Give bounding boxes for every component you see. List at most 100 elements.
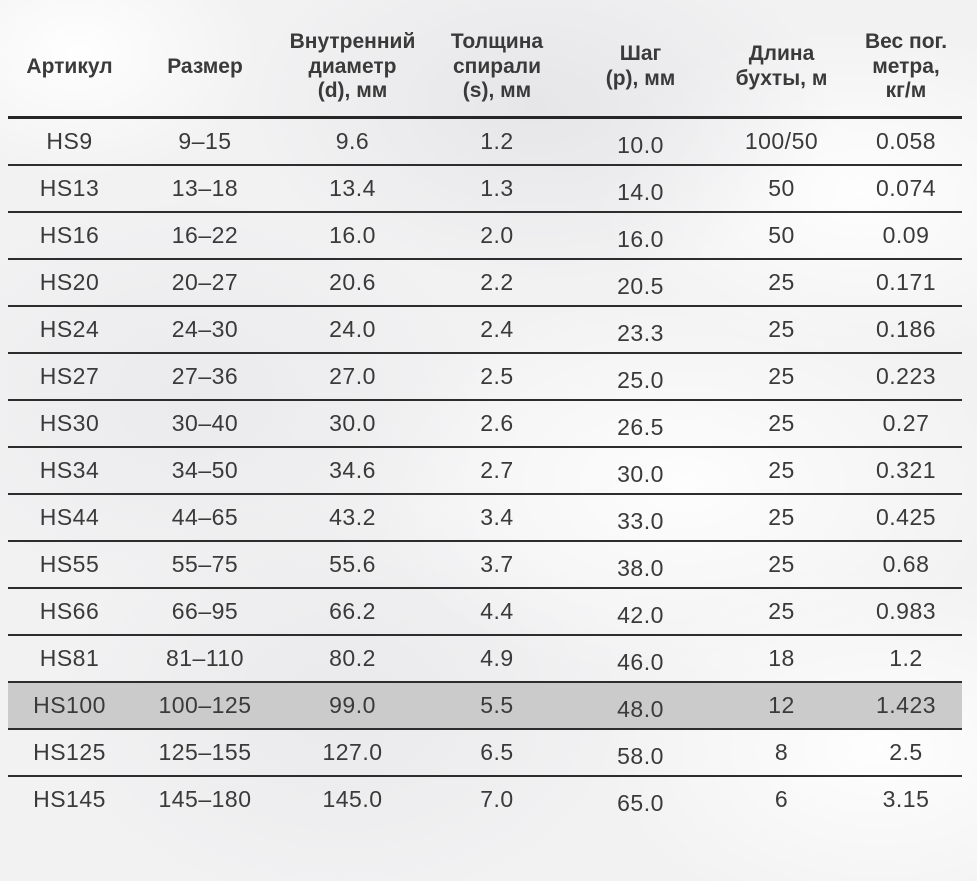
value-cell: 16.0 bbox=[279, 211, 426, 259]
value-cell: 0.983 bbox=[850, 587, 962, 635]
cell-text: 50 bbox=[768, 175, 795, 201]
cell-text: HS145 bbox=[33, 786, 106, 812]
value-cell: 0.68 bbox=[850, 540, 962, 588]
value-cell: 10.0 bbox=[568, 118, 713, 166]
value-cell: 100–125 bbox=[131, 681, 279, 729]
table-row: HS44 44–65 43.2 3.4 33.0 25 0.425 bbox=[8, 493, 962, 541]
cell-text: 16.0 bbox=[329, 222, 376, 248]
cell-text: 2.4 bbox=[480, 316, 514, 342]
value-cell: 16.0 bbox=[568, 211, 713, 259]
cell-text: 58.0 bbox=[617, 743, 664, 769]
column-header: Толщина спирали (s), мм bbox=[426, 22, 568, 119]
article-cell: HS81 bbox=[8, 634, 131, 682]
value-cell: 2.2 bbox=[426, 258, 568, 306]
value-cell: 50 bbox=[713, 164, 850, 212]
cell-text: 27.0 bbox=[329, 363, 376, 389]
cell-text: 6.5 bbox=[480, 739, 514, 765]
value-cell: 44–65 bbox=[131, 493, 279, 541]
value-cell: 12 bbox=[713, 681, 850, 729]
value-cell: 1.2 bbox=[850, 634, 962, 682]
cell-text: 42.0 bbox=[617, 602, 664, 628]
value-cell: 0.27 bbox=[850, 399, 962, 447]
cell-text: 1.2 bbox=[480, 128, 514, 154]
cell-text: 55–75 bbox=[171, 551, 239, 577]
article-cell: HS30 bbox=[8, 399, 131, 447]
value-cell: 4.9 bbox=[426, 634, 568, 682]
cell-text: HS9 bbox=[46, 128, 93, 154]
table-row: HS66 66–95 66.2 4.4 42.0 25 0.983 bbox=[8, 587, 962, 635]
cell-text: 65.0 bbox=[617, 790, 664, 816]
cell-text: 3.4 bbox=[480, 504, 514, 530]
value-cell: 2.7 bbox=[426, 446, 568, 494]
cell-text: 7.0 bbox=[480, 786, 514, 812]
cell-text: 34–50 bbox=[171, 457, 239, 483]
cell-text: 25 bbox=[768, 457, 795, 483]
value-cell: 66–95 bbox=[131, 587, 279, 635]
value-cell: 0.09 bbox=[850, 211, 962, 259]
cell-text: 48.0 bbox=[617, 696, 664, 722]
table-row: HS9 9–15 9.6 1.2 10.0 100/50 0.058 bbox=[8, 118, 962, 166]
value-cell: 2.5 bbox=[850, 728, 962, 776]
value-cell: 42.0 bbox=[568, 587, 713, 635]
cell-text: 0.223 bbox=[875, 363, 937, 389]
cell-text: 33.0 bbox=[617, 508, 664, 534]
cell-text: 30.0 bbox=[617, 461, 664, 487]
value-cell: 0.321 bbox=[850, 446, 962, 494]
value-cell: 65.0 bbox=[568, 775, 713, 822]
cell-text: 23.3 bbox=[617, 320, 664, 346]
cell-text: 145–180 bbox=[158, 786, 252, 812]
article-cell: HS44 bbox=[8, 493, 131, 541]
cell-text: 25 bbox=[768, 316, 795, 342]
value-cell: 25 bbox=[713, 446, 850, 494]
cell-text: 6 bbox=[774, 786, 789, 812]
cell-text: 25 bbox=[768, 504, 795, 530]
cell-text: 0.68 bbox=[882, 551, 930, 577]
value-cell: 0.074 bbox=[850, 164, 962, 212]
value-cell: 24.0 bbox=[279, 305, 426, 353]
value-cell: 58.0 bbox=[568, 728, 713, 776]
value-cell: 8 bbox=[713, 728, 850, 776]
value-cell: 14.0 bbox=[568, 164, 713, 212]
cell-text: 18 bbox=[768, 645, 795, 671]
value-cell: 27.0 bbox=[279, 352, 426, 400]
cell-text: 30.0 bbox=[329, 410, 376, 436]
cell-text: 25 bbox=[768, 363, 795, 389]
cell-text: 38.0 bbox=[617, 555, 664, 581]
cell-text: HS81 bbox=[39, 645, 100, 671]
cell-text: 0.27 bbox=[882, 410, 930, 436]
table-row: HS24 24–30 24.0 2.4 23.3 25 0.186 bbox=[8, 305, 962, 353]
value-cell: 20.5 bbox=[568, 258, 713, 306]
value-cell: 0.223 bbox=[850, 352, 962, 400]
value-cell: 25 bbox=[713, 399, 850, 447]
cell-text: HS125 bbox=[33, 739, 106, 765]
cell-text: 12 bbox=[768, 692, 795, 718]
value-cell: 25 bbox=[713, 493, 850, 541]
column-header: Длина бухты, м bbox=[713, 22, 850, 119]
cell-text: 25 bbox=[768, 598, 795, 624]
column-header: Размер bbox=[131, 22, 279, 119]
value-cell: 25 bbox=[713, 258, 850, 306]
value-cell: 127.0 bbox=[279, 728, 426, 776]
cell-text: 81–110 bbox=[165, 645, 245, 671]
article-cell: HS20 bbox=[8, 258, 131, 306]
value-cell: 27–36 bbox=[131, 352, 279, 400]
value-cell: 2.5 bbox=[426, 352, 568, 400]
cell-text: 100–125 bbox=[158, 692, 252, 718]
cell-text: 26.5 bbox=[617, 414, 664, 440]
cell-text: 2.0 bbox=[480, 222, 514, 248]
cell-text: 16–22 bbox=[171, 222, 239, 248]
article-cell: HS34 bbox=[8, 446, 131, 494]
cell-text: HS66 bbox=[39, 598, 100, 624]
cell-text: 24.0 bbox=[329, 316, 376, 342]
cell-text: 145.0 bbox=[322, 786, 383, 812]
value-cell: 0.425 bbox=[850, 493, 962, 541]
value-cell: 5.5 bbox=[426, 681, 568, 729]
cell-text: 4.9 bbox=[480, 645, 514, 671]
value-cell: 145.0 bbox=[279, 775, 426, 822]
cell-text: 0.983 bbox=[875, 598, 937, 624]
cell-text: HS13 bbox=[39, 175, 100, 201]
spec-table-body: HS9 9–15 9.6 1.2 10.0 100/50 0.058 HS13 13–18 13.… bbox=[8, 118, 962, 822]
cell-text: 46.0 bbox=[617, 649, 664, 675]
value-cell: 1.3 bbox=[426, 164, 568, 212]
cell-text: HS24 bbox=[39, 316, 100, 342]
